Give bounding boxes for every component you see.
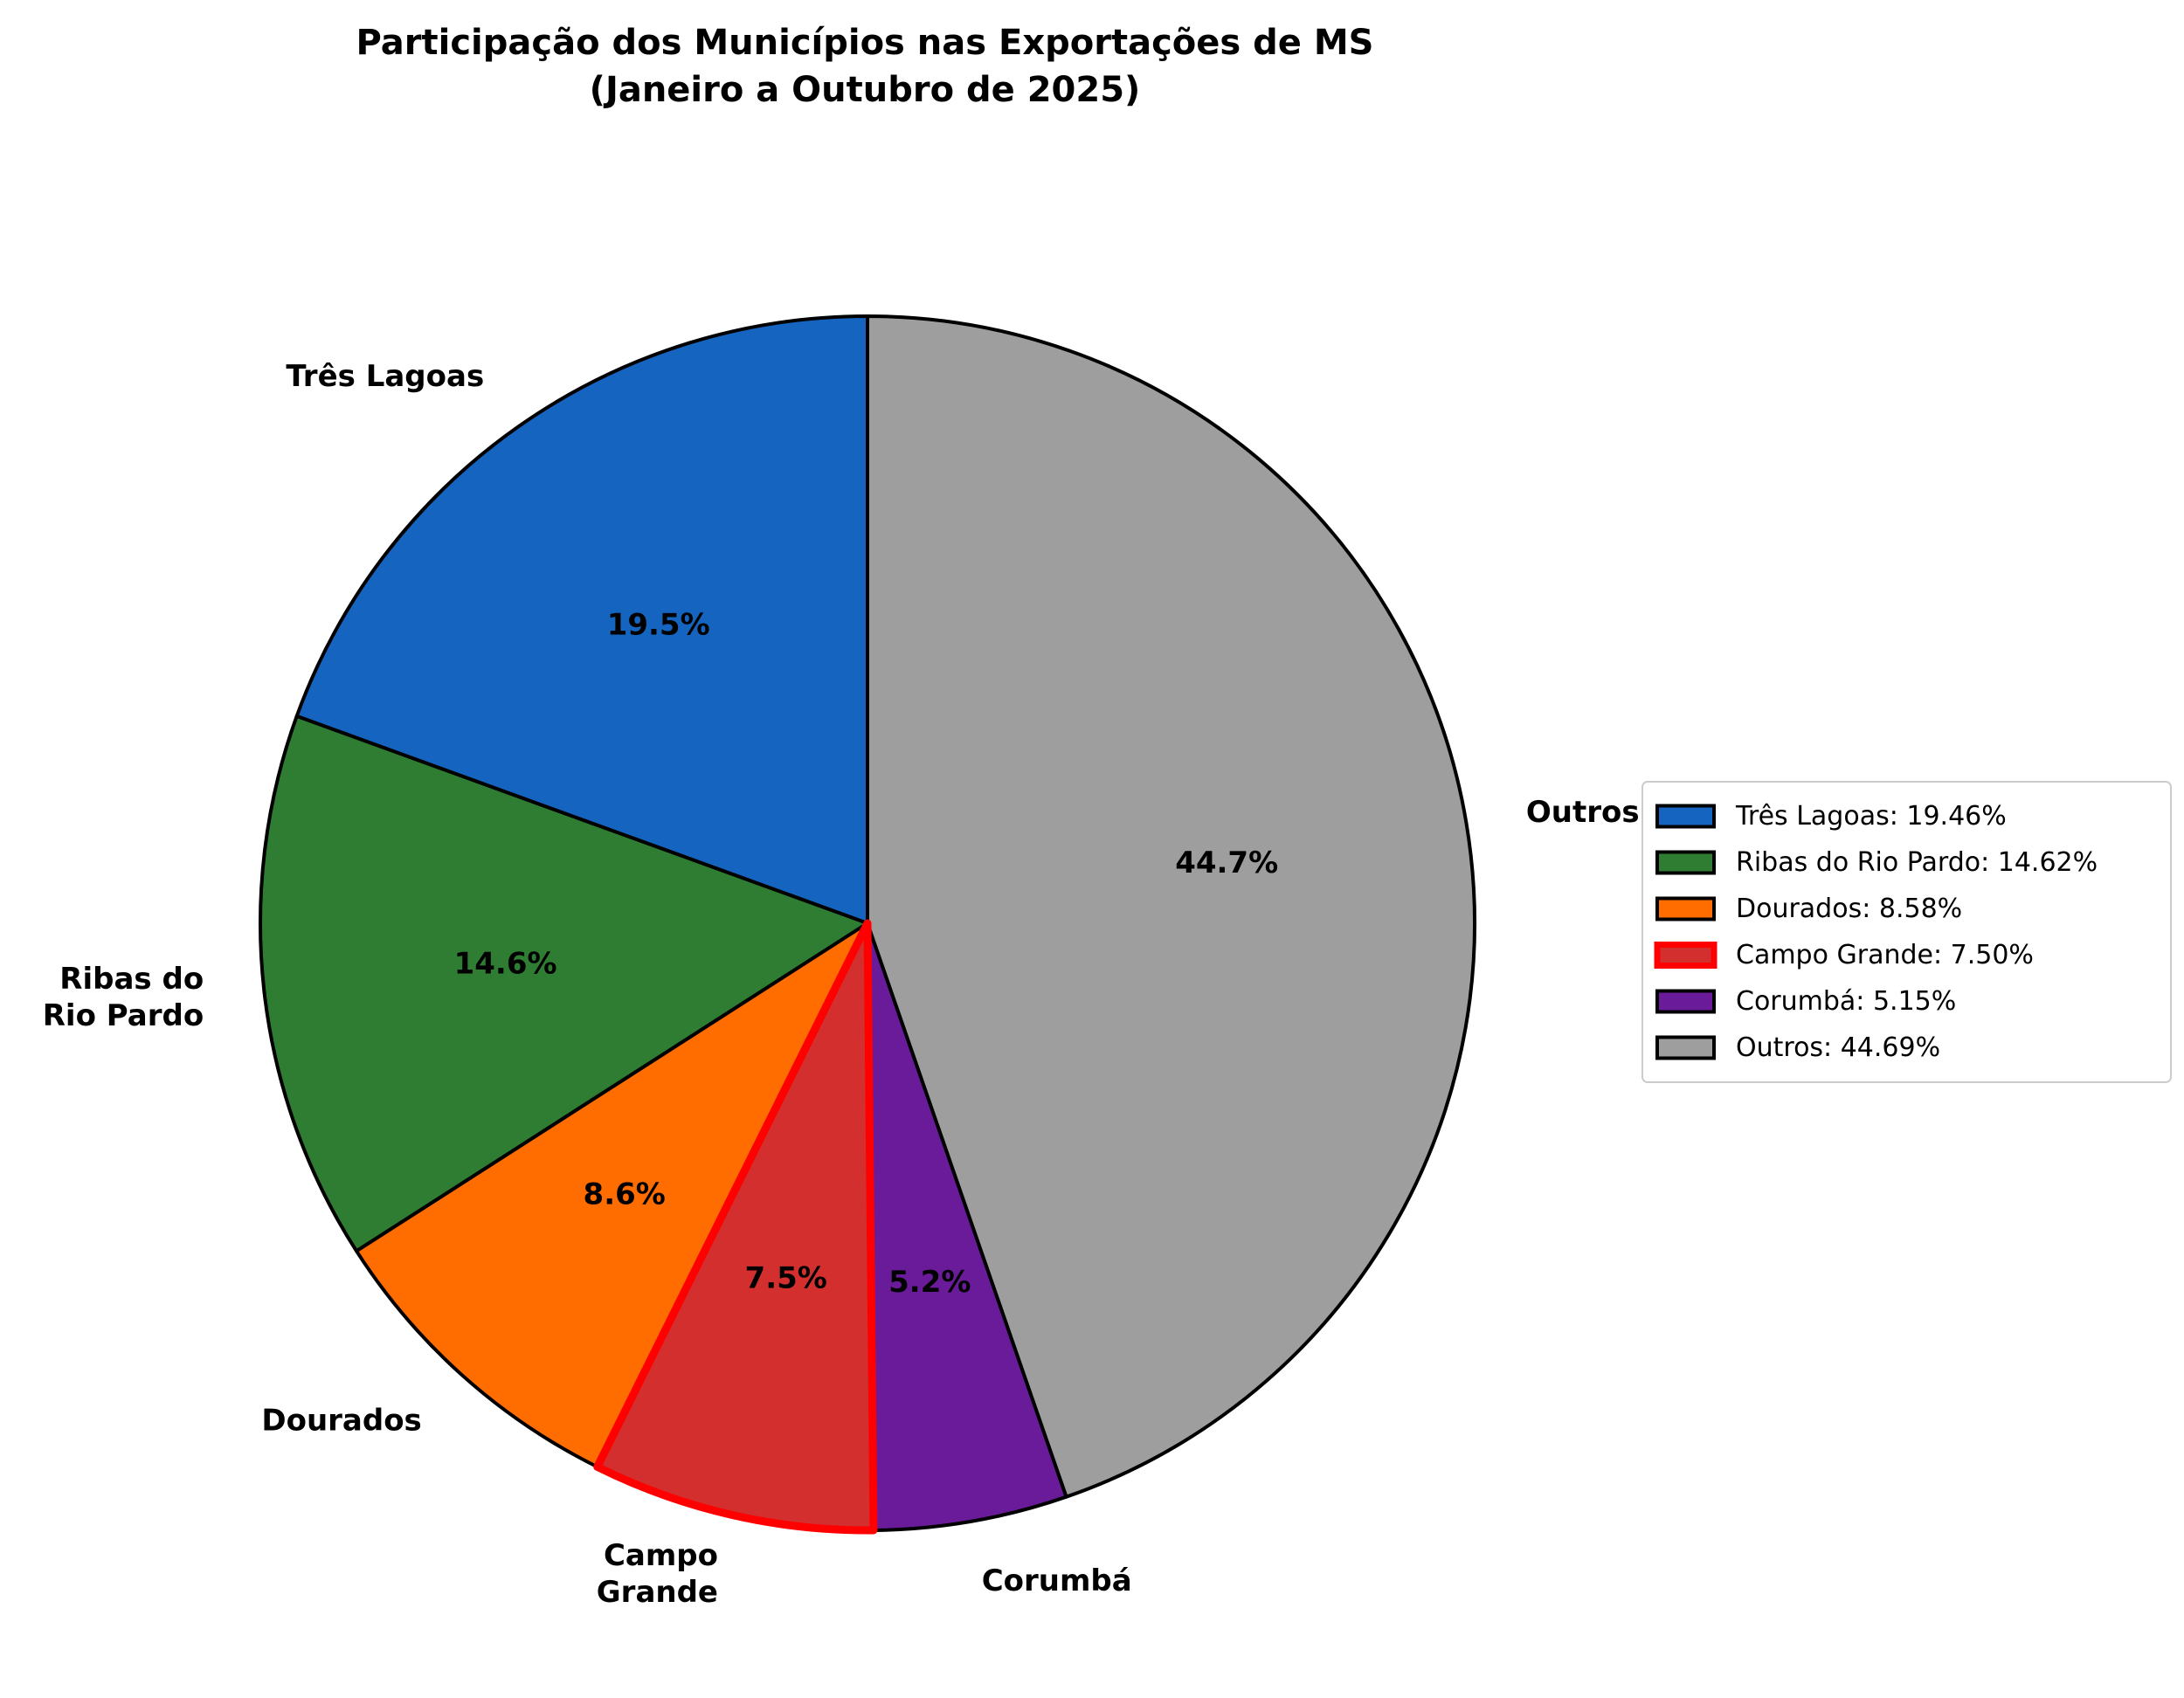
- legend-swatch-campo-grande: [1654, 942, 1717, 969]
- pie-slice-campo-grande: [593, 919, 878, 1535]
- pct-label-corumba: 5.2%: [888, 1265, 971, 1300]
- pct-label-ribas-do-rio-pardo: 14.6%: [454, 946, 557, 981]
- legend-label-dourados: Dourados: 8.58%: [1736, 894, 1962, 924]
- pie-slice-outros: [866, 314, 1476, 1499]
- pie-slice-dourados: [355, 921, 869, 1469]
- legend-box: [1641, 781, 2172, 1083]
- legend-swatch-corumba: [1655, 989, 1716, 1014]
- pie-slices: [259, 314, 1476, 1535]
- pct-label-outros: 44.7%: [1175, 846, 1278, 880]
- legend-label-tres-lagoas: Três Lagoas: 19.46%: [1735, 801, 2007, 832]
- legend: Três Lagoas: 19.46% Ribas do Rio Pardo: 1…: [1641, 781, 2172, 1083]
- slice-labels: 19.5% Três Lagoas 14.6% Ribas do Rio Pardo 8.…: [43, 359, 1640, 1610]
- legend-label-outros: Outros: 44.69%: [1736, 1032, 1940, 1063]
- slice-label-ribas-do-rio-pardo: Ribas do Rio Pardo: [43, 962, 204, 1033]
- legend-swatch-dourados: [1655, 896, 1716, 921]
- legend-label-corumba: Corumbá: 5.15%: [1736, 986, 1956, 1017]
- legend-swatch-outros: [1655, 1035, 1716, 1060]
- pie-slice-tres-lagoas: [294, 314, 869, 925]
- legend-label-campo-grande: Campo Grande: 7.50%: [1736, 940, 2034, 970]
- slice-label-outros: Outros: [1526, 795, 1640, 830]
- slice-label-dourados: Dourados: [261, 1403, 421, 1438]
- slice-label-corumba: Corumbá: [982, 1563, 1132, 1598]
- slice-label-campo-grande: Campo Grande: [597, 1538, 718, 1610]
- slice-label-tres-lagoas: Três Lagoas: [286, 359, 484, 394]
- chart-subtitle: (Janeiro a Outubro de 2025): [590, 70, 1141, 110]
- pct-label-campo-grande: 7.5%: [745, 1260, 827, 1295]
- pie-slice-ribas-do-rio-pardo: [259, 714, 869, 1253]
- legend-swatch-ribas-do-rio-pardo: [1655, 850, 1716, 875]
- pct-label-dourados: 8.6%: [584, 1177, 666, 1212]
- chart-title: Participação dos Municípios nas Exportaç…: [356, 23, 1374, 63]
- legend-swatch-tres-lagoas: [1655, 804, 1716, 829]
- legend-label-ribas-do-rio-pardo: Ribas do Rio Pardo: 14.62%: [1736, 847, 2098, 878]
- pie-slice-corumba: [866, 921, 1068, 1532]
- pct-label-tres-lagoas: 19.5%: [607, 608, 710, 643]
